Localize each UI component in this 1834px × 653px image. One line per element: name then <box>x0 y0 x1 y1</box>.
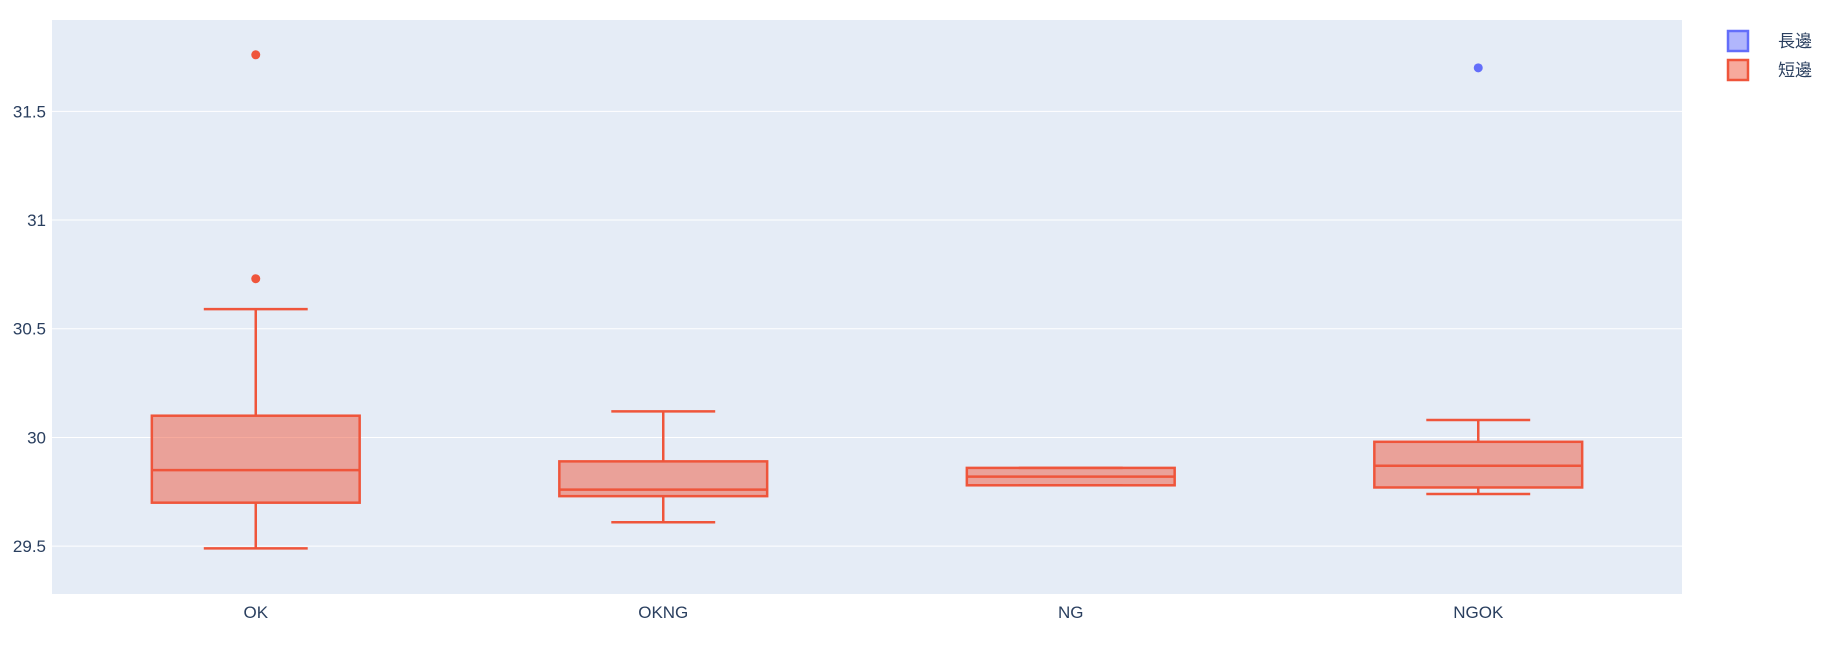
legend-swatch <box>1726 58 1750 82</box>
legend-label: 長邊 <box>1778 32 1812 52</box>
legend-item[interactable]: 長邊 <box>1726 29 1812 53</box>
x-tick-label: OK <box>243 603 268 622</box>
y-axis-ticks: 29.5 30 30.5 31 31.5 <box>13 102 46 556</box>
box-ng <box>965 466 1176 487</box>
box-body <box>150 414 361 504</box>
outlier-points <box>251 50 1483 284</box>
y-tick-label: 29.5 <box>13 537 46 556</box>
y-tick-label: 31.5 <box>13 102 46 121</box>
outlier-point <box>1473 63 1483 73</box>
y-tick-label: 31 <box>27 211 46 230</box>
x-tick-label: NGOK <box>1453 603 1504 622</box>
x-tick-label: OKNG <box>638 603 688 622</box>
box-series <box>150 307 1584 550</box>
y-tick-label: 30 <box>27 428 46 447</box>
legend-label: 短邊 <box>1778 61 1812 81</box>
box-okng <box>558 410 769 524</box>
x-axis-ticks: OK OKNG NG NGOK <box>243 603 1503 622</box>
x-tick-label: NG <box>1058 603 1084 622</box>
plot-background <box>52 20 1682 594</box>
legend-item[interactable]: 短邊 <box>1726 58 1812 82</box>
box-ok <box>150 307 361 550</box>
outlier-point <box>251 274 261 284</box>
outlier-point <box>251 50 261 60</box>
box-body <box>558 460 769 498</box>
box-ngok <box>1373 418 1584 496</box>
y-tick-label: 30.5 <box>13 320 46 339</box>
legend-swatch <box>1726 29 1750 53</box>
